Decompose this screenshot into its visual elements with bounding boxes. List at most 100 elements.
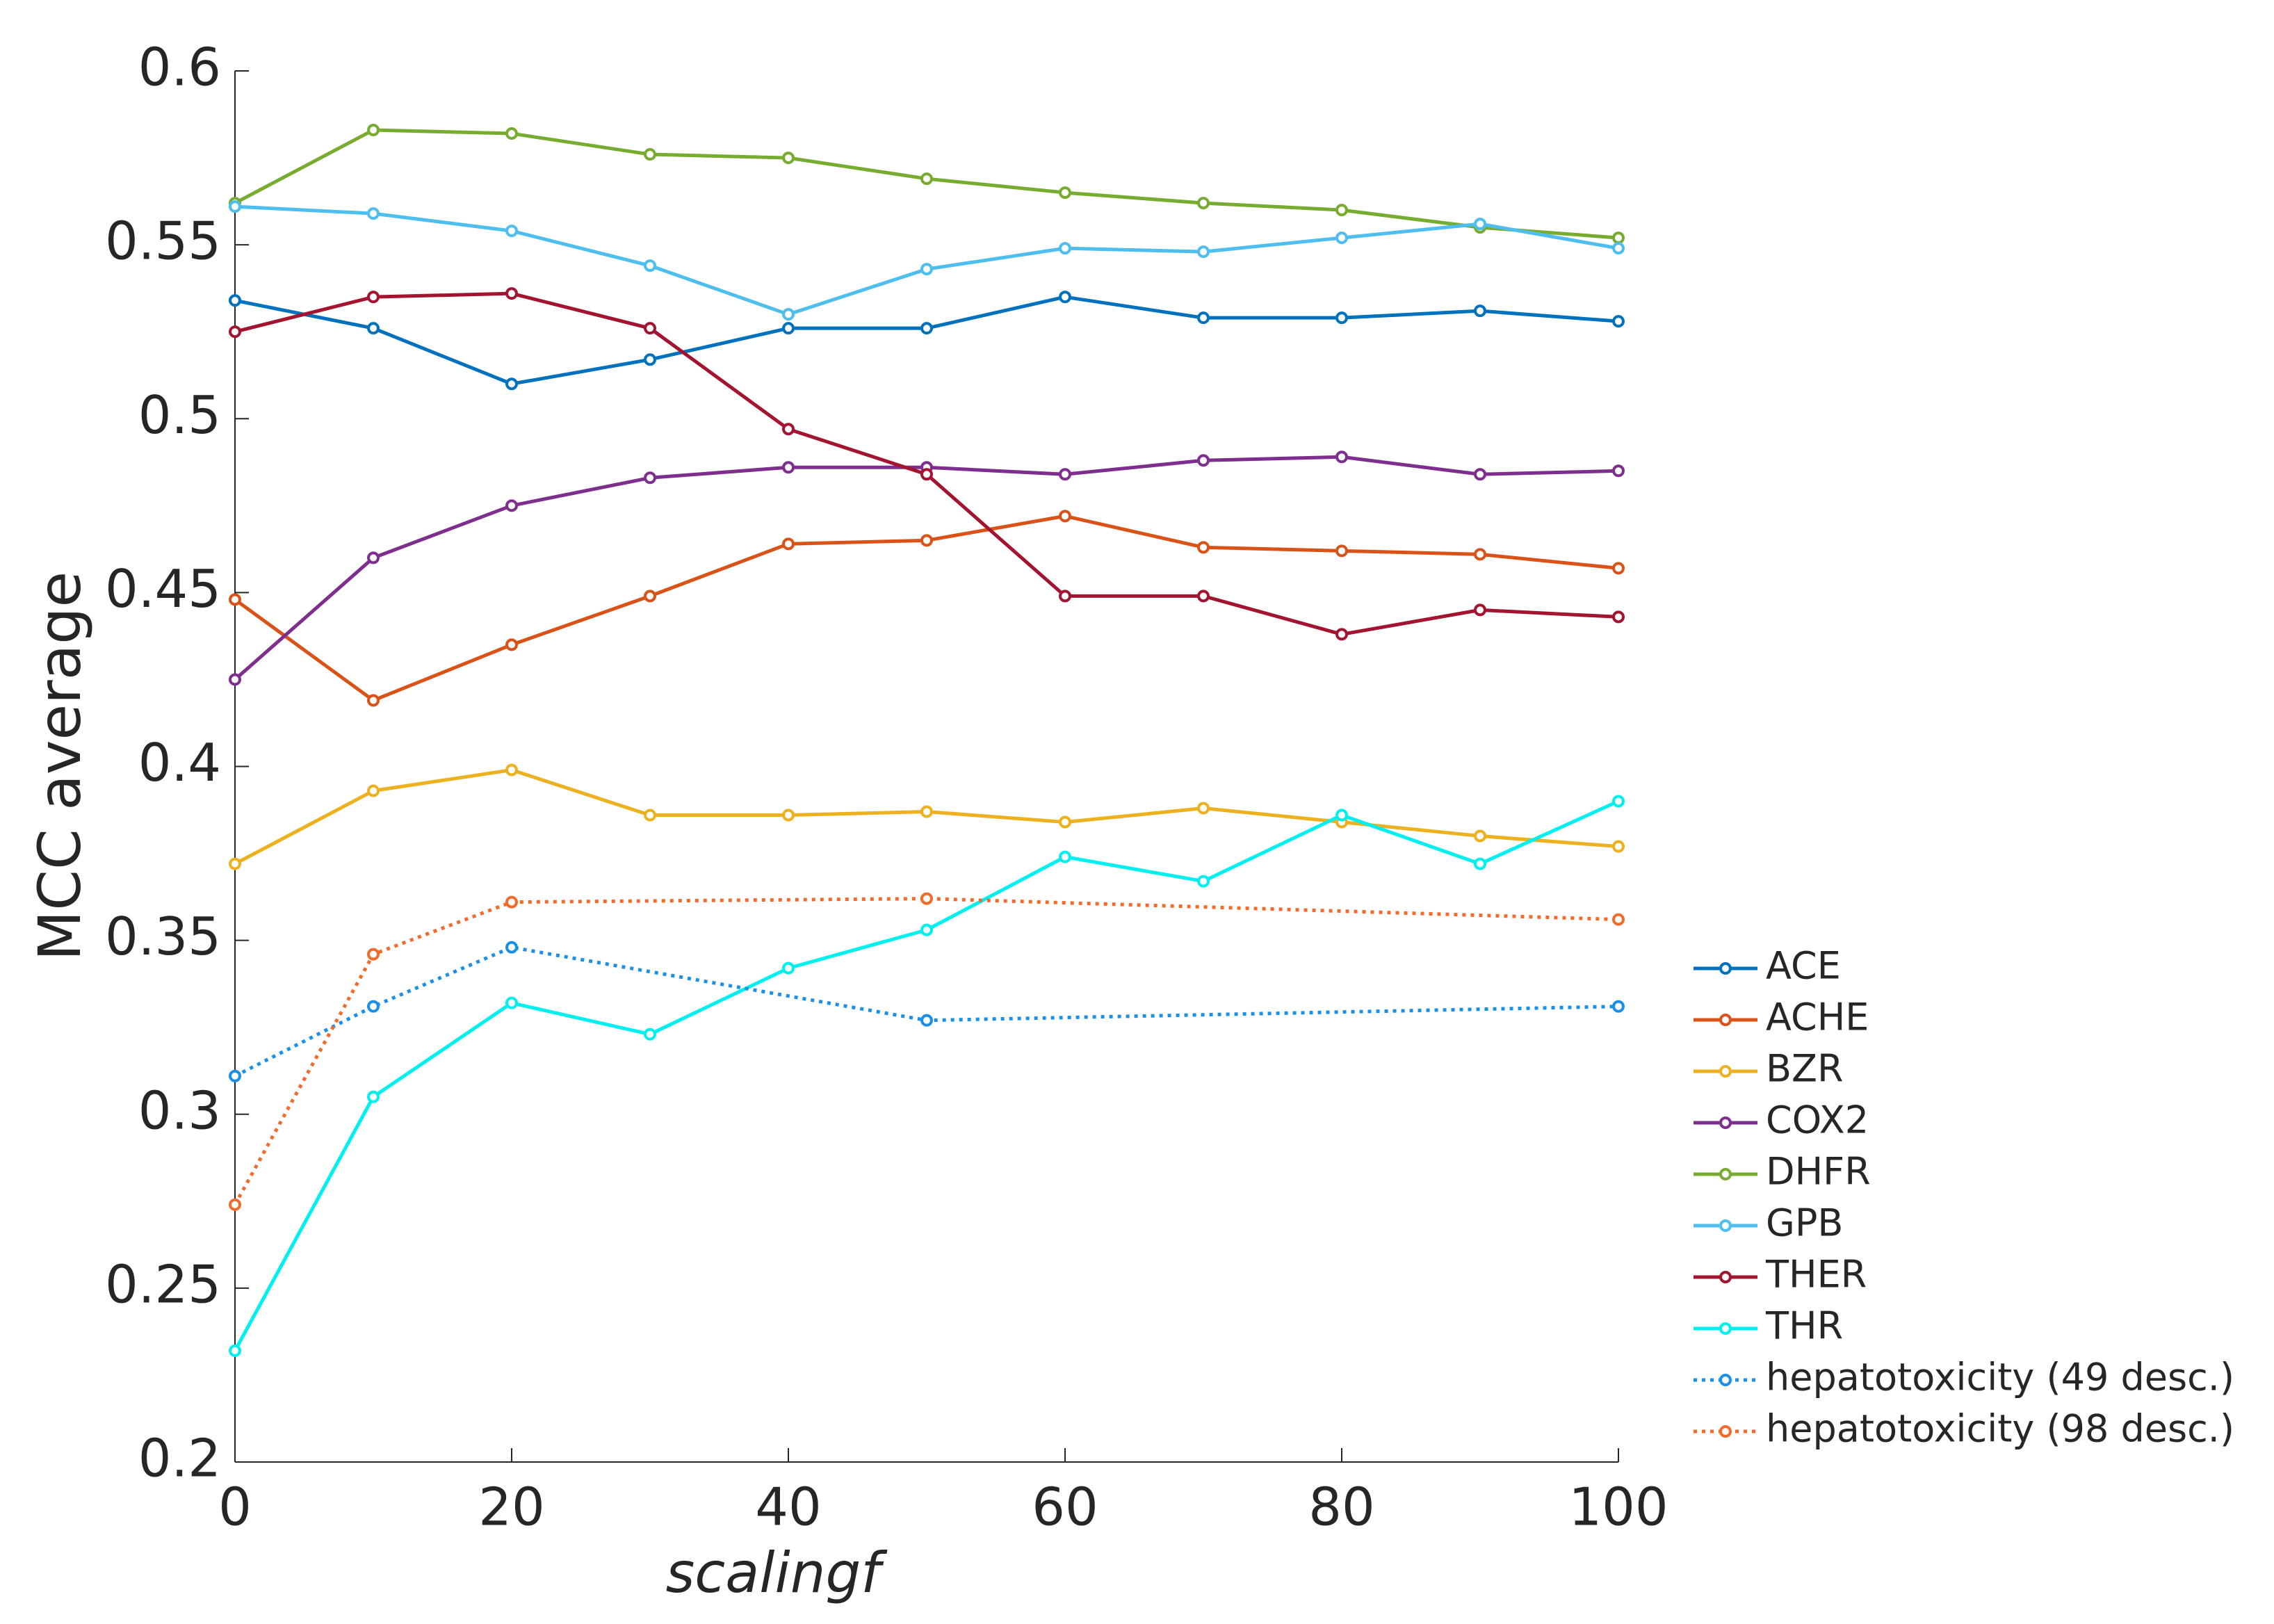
marker xyxy=(1059,850,1071,863)
marker xyxy=(920,923,933,936)
marker xyxy=(1335,544,1348,558)
x-axis-label: scalingf xyxy=(666,1541,888,1605)
marker xyxy=(1059,242,1071,255)
y-tick-label: 0.55 xyxy=(105,211,221,272)
marker xyxy=(1612,795,1625,808)
legend-marker xyxy=(1719,1271,1732,1283)
marker xyxy=(1612,840,1625,853)
series-line xyxy=(234,455,1619,681)
marker xyxy=(1059,815,1071,829)
marker xyxy=(1197,245,1210,259)
series-line xyxy=(233,799,1620,1352)
marker xyxy=(367,551,380,565)
y-tick-label: 0.2 xyxy=(138,1428,221,1489)
marker xyxy=(1474,218,1486,231)
marker xyxy=(920,468,933,481)
marker xyxy=(644,471,656,485)
legend-marker xyxy=(1719,1116,1732,1129)
marker xyxy=(1335,450,1348,464)
legend-marker xyxy=(1719,1322,1732,1335)
marker xyxy=(920,1014,933,1027)
marker xyxy=(229,593,241,606)
legend-label: hepatotoxicity (98 desc.) xyxy=(1766,1407,2234,1451)
marker xyxy=(367,1090,380,1103)
legend-marker xyxy=(1719,1014,1732,1026)
marker xyxy=(367,694,380,707)
marker xyxy=(1197,541,1210,554)
legend-marker xyxy=(1719,1219,1732,1232)
marker xyxy=(1059,291,1071,304)
marker xyxy=(229,200,241,213)
marker xyxy=(1059,510,1071,523)
marker xyxy=(1474,468,1486,481)
x-tick-label: 80 xyxy=(1308,1477,1374,1538)
legend-label: THER xyxy=(1765,1253,1867,1297)
marker xyxy=(1335,809,1348,822)
marker xyxy=(644,148,656,161)
legend-marker xyxy=(1719,962,1732,975)
marker xyxy=(1059,468,1071,481)
marker xyxy=(644,809,656,822)
marker xyxy=(644,353,656,366)
marker xyxy=(644,1028,656,1041)
marker xyxy=(229,1198,241,1211)
legend-marker xyxy=(1719,1065,1732,1078)
marker xyxy=(782,461,795,474)
marker xyxy=(1197,590,1210,603)
marker xyxy=(229,325,241,339)
x-tick-label: 100 xyxy=(1568,1477,1668,1538)
marker xyxy=(1612,232,1625,245)
marker xyxy=(505,499,518,512)
marker xyxy=(367,207,380,220)
marker xyxy=(920,892,933,905)
marker xyxy=(229,1069,241,1082)
marker xyxy=(367,948,380,961)
marker xyxy=(505,638,518,651)
marker xyxy=(1474,603,1486,617)
x-tick-label: 0 xyxy=(218,1477,252,1538)
marker xyxy=(782,152,795,165)
legend-label: THR xyxy=(1765,1304,1843,1348)
y-tick-label: 0.35 xyxy=(105,906,221,967)
marker xyxy=(782,809,795,822)
marker xyxy=(367,322,380,335)
legend-label: ACHE xyxy=(1766,996,1869,1039)
legend-label: ACE xyxy=(1766,944,1841,988)
marker xyxy=(1197,875,1210,888)
series-line xyxy=(234,295,1619,386)
marker xyxy=(229,673,241,686)
marker xyxy=(782,537,795,551)
marker xyxy=(644,259,656,273)
marker xyxy=(1612,1000,1625,1013)
marker xyxy=(1197,802,1210,815)
marker xyxy=(1612,315,1625,328)
marker xyxy=(229,1344,241,1357)
marker xyxy=(920,805,933,818)
marker xyxy=(505,287,518,300)
marker xyxy=(1197,311,1210,325)
marker xyxy=(920,322,933,335)
marker xyxy=(782,322,795,335)
series-line xyxy=(234,945,1619,1078)
legend-label: BZR xyxy=(1766,1047,1844,1091)
marker xyxy=(1612,562,1625,575)
marker xyxy=(782,961,795,975)
marker xyxy=(367,291,380,304)
marker xyxy=(1474,548,1486,561)
marker xyxy=(1474,857,1486,870)
marker xyxy=(1335,232,1348,245)
y-tick-label: 0.5 xyxy=(138,384,221,446)
marker xyxy=(1474,829,1486,843)
marker xyxy=(1612,464,1625,478)
marker xyxy=(1335,311,1348,325)
y-tick-label: 0.3 xyxy=(138,1080,221,1141)
marker xyxy=(1474,304,1486,318)
marker xyxy=(1612,242,1625,255)
marker xyxy=(782,423,795,436)
marker xyxy=(920,534,933,547)
marker xyxy=(1335,628,1348,641)
marker xyxy=(1197,454,1210,467)
marker xyxy=(505,895,518,909)
legend-marker xyxy=(1719,1425,1732,1438)
